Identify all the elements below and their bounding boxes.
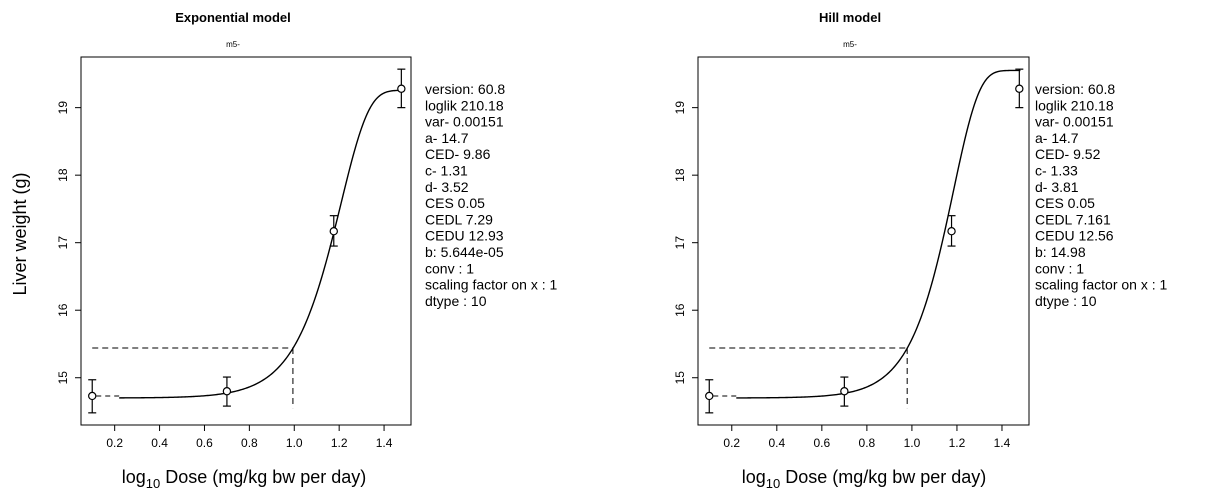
parameter-line: scaling factor on x : 1 <box>425 277 558 293</box>
parameter-line: conv : 1 <box>1035 260 1084 276</box>
plot-frame <box>697 56 1030 426</box>
panel-title: Exponential model <box>175 10 291 25</box>
point-marker <box>1015 84 1024 93</box>
x-tick-label: 0.8 <box>859 436 876 450</box>
x-tick-label: 0.6 <box>196 436 213 450</box>
data-point <box>840 376 849 407</box>
y-tick-label: 15 <box>673 371 687 385</box>
y-tick-label: 18 <box>56 168 70 182</box>
y-tick-label: 17 <box>56 236 70 250</box>
y-tick-label: 19 <box>673 101 687 115</box>
point-marker <box>840 387 849 396</box>
x-tick-label: 1.0 <box>904 436 921 450</box>
parameter-line: CED- 9.52 <box>1035 146 1101 162</box>
panel-exponential: Exponential model m5- 0.2 0.4 0.6 0.8 1.0 1.2… <box>56 10 558 491</box>
parameter-line: version: 60.8 <box>1035 81 1115 97</box>
parameter-line: loglik 210.18 <box>1035 97 1114 113</box>
data-point <box>397 68 406 109</box>
parameter-line: CEDU 12.56 <box>1035 228 1114 244</box>
y-tick-label: 18 <box>673 168 687 182</box>
x-axis: 0.2 0.4 0.6 0.8 1.0 1.2 1.4 <box>723 425 1011 450</box>
parameter-line: var- 0.00151 <box>425 114 504 130</box>
data-point <box>705 379 714 414</box>
data-point <box>947 215 956 247</box>
x-tick-label: 0.8 <box>241 436 258 450</box>
parameter-line: b: 5.644e-05 <box>425 244 504 260</box>
point-marker <box>222 387 232 396</box>
panel-subtitle: m5- <box>226 40 240 49</box>
x-tick-label: 1.0 <box>286 436 303 450</box>
x-tick-label: 0.4 <box>768 436 785 450</box>
parameter-line: a- 14.7 <box>425 130 469 146</box>
data-point <box>88 379 97 414</box>
x-axis-label-subscript: 10 <box>766 476 780 491</box>
y-tick-label: 16 <box>673 303 687 317</box>
x-tick-label: 0.6 <box>813 436 830 450</box>
parameter-line: CED- 9.86 <box>425 146 491 162</box>
parameter-line: CES 0.05 <box>1035 195 1095 211</box>
data-point <box>222 376 232 407</box>
x-axis-label-suffix: Dose (mg/kg bw per day) <box>160 467 366 487</box>
x-tick-label: 0.4 <box>151 436 168 450</box>
parameter-line: version: 60.8 <box>425 81 505 97</box>
parameter-line: loglik 210.18 <box>425 97 504 113</box>
parameter-line: c- 1.33 <box>1035 163 1078 179</box>
point-marker <box>88 391 97 401</box>
parameter-line: dtype : 10 <box>1035 293 1097 309</box>
parameter-line: conv : 1 <box>425 260 474 276</box>
y-axis: 15 16 17 18 19 <box>673 101 698 385</box>
point-marker <box>947 227 956 236</box>
parameter-line: scaling factor on x : 1 <box>1035 277 1168 293</box>
parameter-line: CEDL 7.161 <box>1035 211 1111 227</box>
fitted-curve <box>119 89 403 399</box>
parameter-line: CES 0.05 <box>425 195 485 211</box>
parameter-line: CEDU 12.93 <box>425 228 504 244</box>
y-axis-label: Liver weight (g) <box>10 172 30 295</box>
parameter-line: dtype : 10 <box>425 293 487 309</box>
panel-hill: Hill model m5- 0.2 0.4 0.6 0.8 1.0 1.2 1.4 151… <box>673 10 1168 491</box>
plot-area <box>705 68 1024 414</box>
point-marker <box>705 391 714 401</box>
x-axis-label-prefix: log <box>122 467 146 487</box>
parameter-line: d- 3.52 <box>425 179 469 195</box>
y-tick-label: 19 <box>56 101 70 115</box>
parameter-line: var- 0.00151 <box>1035 114 1114 130</box>
y-tick-label: 16 <box>56 303 70 317</box>
data-point <box>1015 68 1024 109</box>
y-tick-label: 15 <box>56 371 70 385</box>
plot-frame <box>80 56 412 426</box>
x-axis-label-suffix: Dose (mg/kg bw per day) <box>780 467 986 487</box>
parameter-line: a- 14.7 <box>1035 130 1079 146</box>
point-marker <box>397 84 406 93</box>
x-tick-label: 1.2 <box>949 436 966 450</box>
x-tick-label: 0.2 <box>106 436 123 450</box>
plot-area <box>88 68 406 414</box>
point-marker <box>329 227 338 236</box>
fitted-curve <box>736 69 1021 399</box>
x-tick-label: 1.2 <box>331 436 348 450</box>
x-axis-label: log10 Dose (mg/kg bw per day) <box>742 467 987 491</box>
y-tick-label: 17 <box>673 236 687 250</box>
x-tick-label: 0.2 <box>723 436 740 450</box>
y-axis: 15 16 17 18 19 <box>56 101 81 385</box>
x-tick-label: 1.4 <box>994 436 1011 450</box>
x-tick-label: 1.4 <box>376 436 393 450</box>
panel-title: Hill model <box>819 10 881 25</box>
parameter-line: d- 3.81 <box>1035 179 1079 195</box>
x-axis-label: log10 Dose (mg/kg bw per day) <box>122 467 367 491</box>
x-axis-label-subscript: 10 <box>146 476 160 491</box>
x-axis-label-prefix: log <box>742 467 766 487</box>
parameter-line: b: 14.98 <box>1035 244 1086 260</box>
x-axis: 0.2 0.4 0.6 0.8 1.0 1.2 1.4 <box>106 425 393 450</box>
parameter-line: c- 1.31 <box>425 163 468 179</box>
parameter-line: CEDL 7.29 <box>425 211 493 227</box>
data-point <box>329 215 338 247</box>
panel-subtitle: m5- <box>843 40 857 49</box>
